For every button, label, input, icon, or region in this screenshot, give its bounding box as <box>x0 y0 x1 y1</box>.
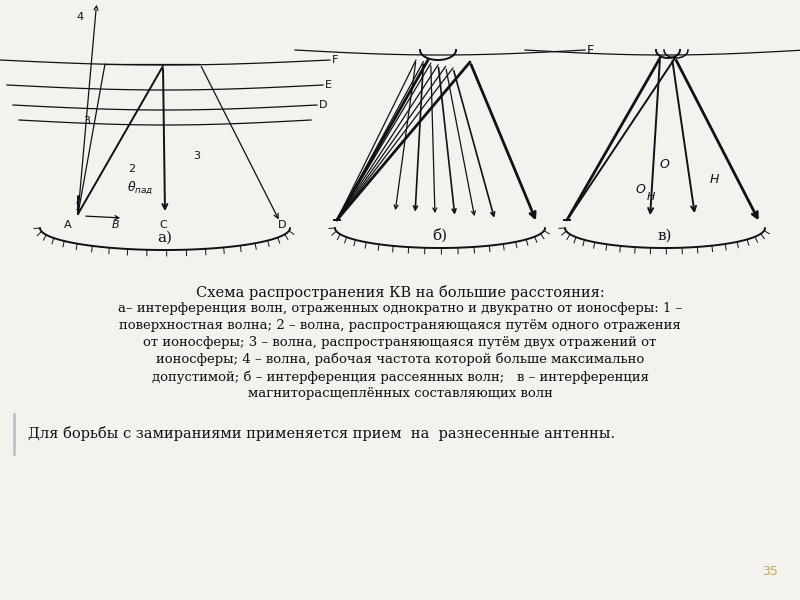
Text: 1: 1 <box>75 202 82 212</box>
Text: в): в) <box>658 229 672 243</box>
Text: б): б) <box>433 229 447 243</box>
Text: A: A <box>64 220 72 230</box>
Text: O: O <box>660 158 670 171</box>
Text: O: O <box>635 183 645 196</box>
Text: E: E <box>325 80 332 90</box>
Text: B: B <box>112 220 120 230</box>
Text: 35: 35 <box>762 565 778 578</box>
Text: допустимой; б – интерференция рассеянных волн;   в – интерференция: допустимой; б – интерференция рассеянных… <box>151 370 649 383</box>
Text: 2: 2 <box>128 164 135 174</box>
Text: 3: 3 <box>193 151 200 161</box>
Text: D: D <box>278 220 286 230</box>
Text: 4: 4 <box>76 12 83 22</box>
Text: а– интерференция волн, отраженных однократно и двукратно от ионосферы: 1 –: а– интерференция волн, отраженных однокр… <box>118 302 682 315</box>
Text: H: H <box>710 173 719 186</box>
Text: Схема распространения КВ на большие расстояния:: Схема распространения КВ на большие расс… <box>196 285 604 300</box>
Text: 3: 3 <box>83 116 90 126</box>
Text: Для борьбы с замираниями применяется прием  на  разнесенные антенны.: Для борьбы с замираниями применяется при… <box>28 426 615 441</box>
Text: H: H <box>647 192 655 202</box>
Text: а): а) <box>158 231 173 245</box>
Text: C: C <box>159 220 167 230</box>
Text: F: F <box>332 55 338 65</box>
Text: магниторасщеплённых составляющих волн: магниторасщеплённых составляющих волн <box>247 387 553 400</box>
Text: $\theta_{пад}$: $\theta_{пад}$ <box>127 179 154 196</box>
Text: D: D <box>319 100 327 110</box>
Text: F: F <box>587 43 594 56</box>
Text: ионосферы; 4 – волна, рабочая частота которой больше максимально: ионосферы; 4 – волна, рабочая частота ко… <box>156 353 644 367</box>
Text: поверхностная волна; 2 – волна, распространяющаяся путём одного отражения: поверхностная волна; 2 – волна, распрост… <box>119 319 681 332</box>
Text: от ионосферы; 3 – волна, распространяющаяся путём двух отражений от: от ионосферы; 3 – волна, распространяюща… <box>143 336 657 349</box>
